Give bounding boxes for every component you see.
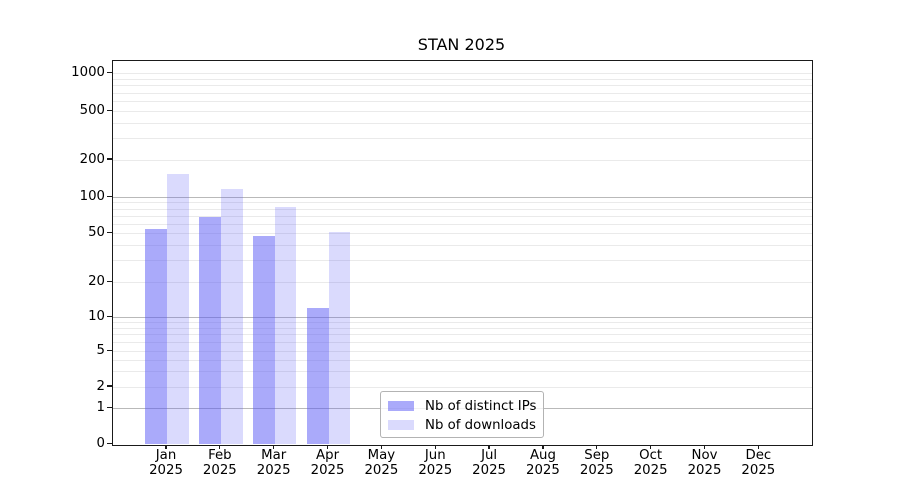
bar-downloads [220,188,243,445]
gridline-minor [113,351,812,352]
legend-label: Nb of distinct IPs [425,398,537,414]
y-tick-mark [107,406,112,409]
x-tick-label: Aug 2025 [526,448,560,478]
x-tick-label: May 2025 [364,448,399,478]
bar-distinct-ips [306,308,329,445]
gridline-minor [113,202,812,204]
y-tick-mark [107,231,112,234]
y-tick-label: 2 [96,378,105,394]
y-tick-label: 100 [79,189,105,204]
bar-distinct-ips [199,216,221,445]
bar-downloads [274,206,297,445]
y-tick-mark [107,109,112,112]
gridline-minor [113,92,812,94]
gridline-minor [113,215,812,217]
y-tick-label: 1000 [71,65,105,80]
gridline-minor [113,342,812,344]
y-tick-mark [107,315,112,318]
x-tick-label: Feb 2025 [202,448,237,478]
chart-title: STAN 2025 [417,35,506,54]
x-tick-label: Mar 2025 [256,448,291,478]
x-tick-mark [165,444,167,449]
x-tick-mark [703,444,706,449]
y-tick-label: 0 [96,436,105,451]
y-tick-mark [107,71,112,74]
x-tick-label: Jul 2025 [472,448,507,478]
x-tick-label: Apr 2025 [310,448,345,478]
gridline-minor [113,322,812,324]
legend: Nb of distinct IPs Nb of downloads [380,390,544,438]
y-tick-label: 10 [88,309,105,324]
x-tick-mark [542,444,544,449]
x-tick-mark [596,444,598,449]
bar-distinct-ips [145,228,167,445]
y-tick-mark [107,349,112,352]
y-tick-mark [107,158,112,160]
y-tick-label: 20 [88,274,105,289]
gridline-minor [113,78,812,80]
x-tick-mark [273,444,275,449]
y-tick-mark [107,385,112,387]
legend-item-downloads: Nb of downloads [388,416,537,435]
gridline-minor [113,282,812,283]
x-tick-label: Jan 2025 [149,448,183,478]
gridline-major [113,317,812,318]
gridline-minor [113,122,812,124]
x-tick-mark [326,444,329,449]
legend-label: Nb of downloads [425,417,536,433]
x-tick-label: Jun 2025 [418,448,453,478]
gridline-minor [113,85,812,87]
x-tick-label: Oct 2025 [633,448,668,478]
x-tick-mark [488,444,490,449]
downloads-swatch-icon [388,420,414,430]
gridline-major [113,197,812,198]
gridline-minor [113,111,812,112]
x-tick-mark [434,444,436,449]
legend-item-distinct-ips: Nb of distinct IPs [388,397,537,416]
x-tick-mark [380,444,383,449]
y-tick-label: 500 [79,103,105,118]
y-tick-label: 50 [88,225,105,240]
gridline-minor [113,233,812,234]
gridline-minor [113,159,812,161]
distinct-ips-swatch-icon [388,401,414,411]
x-tick-label: Nov 2025 [687,448,722,478]
gridline-minor [113,327,812,329]
y-tick-label: 5 [96,343,105,358]
y-tick-mark [107,195,112,198]
gridline-minor [113,208,812,210]
plot-area [112,59,813,446]
y-tick-mark [107,280,112,283]
x-tick-mark [219,444,221,449]
y-tick-mark [107,442,112,445]
gridline-minor [113,370,812,372]
gridline-minor [113,359,812,361]
gridline-minor [113,138,812,140]
gridline-minor [113,386,812,388]
gridline-minor [113,334,812,336]
bar-distinct-ips [252,235,275,445]
x-tick-mark [650,444,652,449]
x-tick-label: Sep 2025 [579,448,614,478]
bar-downloads [328,232,351,445]
gridline-minor [113,260,812,262]
y-tick-label: 200 [79,151,105,167]
gridline-minor [113,223,812,225]
bar-downloads [167,173,189,445]
gridline-minor [113,244,812,246]
x-tick-label: Dec 2025 [741,448,776,478]
y-tick-label: 1 [96,400,105,415]
gridline-minor [113,73,812,74]
gridline-minor [113,101,812,102]
x-tick-mark [757,444,759,449]
